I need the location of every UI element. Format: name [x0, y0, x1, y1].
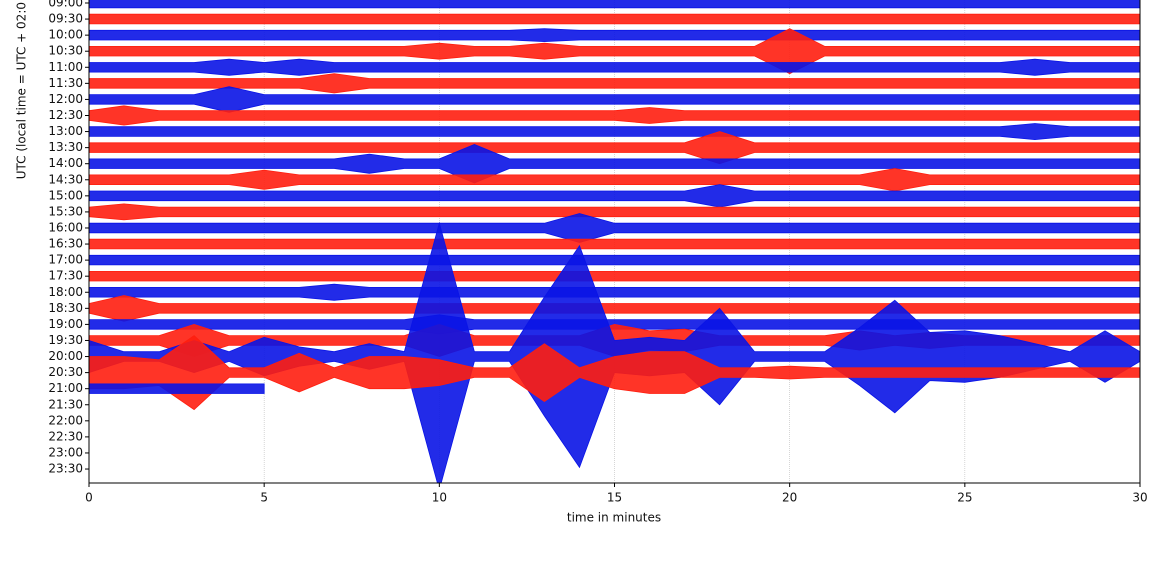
- y-tick-label: 16:30: [48, 237, 83, 251]
- trace: [89, 295, 1140, 322]
- y-tick-label: 12:30: [48, 108, 83, 122]
- trace: [89, 13, 1140, 25]
- y-tick-label: 13:00: [48, 124, 83, 138]
- y-tick-label: 21:00: [48, 381, 83, 395]
- trace: [89, 238, 1140, 250]
- trace: [89, 86, 1140, 113]
- trace: [89, 28, 1140, 75]
- y-tick-label: 09:00: [48, 0, 83, 10]
- y-tick-label: 15:30: [48, 204, 83, 218]
- y-tick-label: 12:00: [48, 92, 83, 106]
- trace: [89, 0, 1140, 9]
- trace: [89, 58, 1140, 76]
- x-tick-label: 30: [1132, 491, 1147, 505]
- trace: [89, 123, 1140, 141]
- y-tick-label: 19:30: [48, 333, 83, 347]
- trace: [89, 73, 1140, 94]
- trace: [89, 203, 1140, 221]
- y-axis-label: UTC (local time = UTC + 02:0: [15, 2, 29, 179]
- traces: [89, 0, 1140, 483]
- x-tick-label: 20: [782, 491, 797, 505]
- y-tick-label: 14:30: [48, 172, 83, 186]
- y-tick-label: 19:00: [48, 317, 83, 331]
- trace: [89, 184, 1140, 208]
- x-tick-label: 25: [957, 491, 972, 505]
- y-tick-label: 09:30: [48, 12, 83, 26]
- trace: [89, 143, 1140, 184]
- trace: [89, 213, 1140, 243]
- x-tick-label: 15: [607, 491, 622, 505]
- y-tick-label: 13:30: [48, 140, 83, 154]
- y-tick-label: 20:30: [48, 365, 83, 379]
- trace: [89, 28, 1140, 43]
- y-tick-label: 20:00: [48, 349, 83, 363]
- y-tick-label: 23:30: [48, 462, 83, 476]
- y-tick-label: 17:00: [48, 253, 83, 267]
- y-tick-label: 10:00: [48, 28, 83, 42]
- y-tick-label: 11:30: [48, 76, 83, 90]
- y-tick-label: 10:30: [48, 44, 83, 58]
- trace: [89, 271, 1140, 282]
- trace: [89, 105, 1140, 126]
- y-tick-label: 17:30: [48, 269, 83, 283]
- y-tick-label: 22:00: [48, 413, 83, 427]
- trace: [89, 221, 1140, 483]
- trace: [89, 131, 1140, 165]
- trace: [89, 168, 1140, 192]
- trace: [89, 254, 1140, 266]
- trace: [89, 383, 265, 394]
- y-tick-label: 18:00: [48, 285, 83, 299]
- y-tick-label: 15:00: [48, 188, 83, 202]
- x-tick-label: 0: [85, 491, 93, 505]
- y-tick-label: 21:30: [48, 397, 83, 411]
- y-tick-label: 22:30: [48, 429, 83, 443]
- axes: 0 5 10 15 20 25 30 09:00 09:30 10:00 10:30 11:00 11:…: [48, 0, 1148, 505]
- x-tick-label: 5: [260, 491, 268, 505]
- x-tick-label: 10: [432, 491, 447, 505]
- y-tick-label: 18:30: [48, 301, 83, 315]
- y-tick-label: 14:00: [48, 156, 83, 170]
- y-tick-label: 11:00: [48, 60, 83, 74]
- trace: [89, 335, 1140, 411]
- y-tick-label: 16:00: [48, 220, 83, 234]
- x-axis-label: time in minutes: [567, 511, 661, 525]
- y-tick-label: 23:00: [48, 445, 83, 459]
